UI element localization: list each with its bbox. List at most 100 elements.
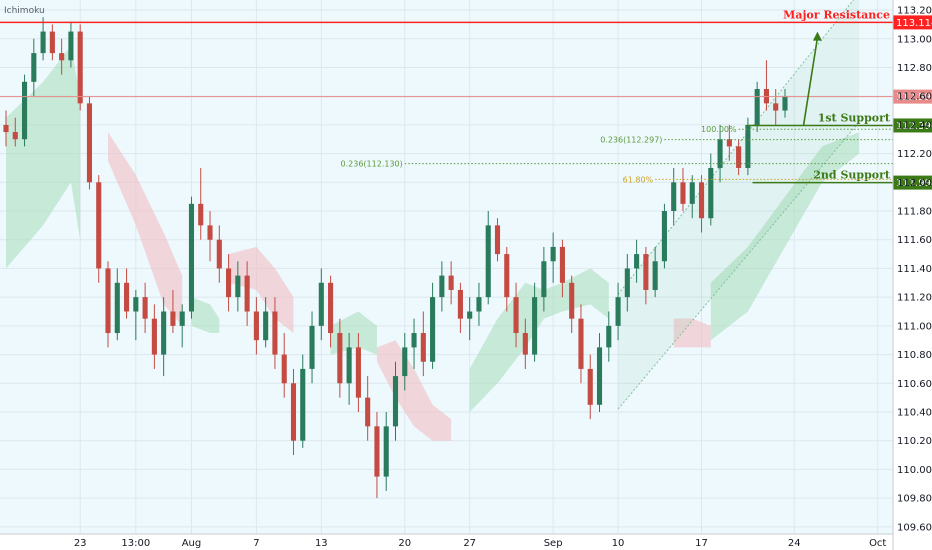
candle-body — [59, 53, 65, 61]
candle-body — [634, 254, 640, 269]
time-tick-label: 27 — [463, 538, 476, 549]
projection-arrow — [802, 31, 822, 126]
arrow-shaft — [802, 37, 819, 126]
time-tick-label: 24 — [788, 538, 801, 549]
price-axis[interactable]: 113.200 113.000 112.800 112.600 112.400 112.2… — [892, 0, 932, 550]
candle-body — [216, 239, 222, 269]
fib-label: 100.00% — [701, 125, 737, 134]
candle-body — [142, 297, 148, 319]
candle-body — [661, 211, 667, 262]
candle-body — [476, 297, 482, 312]
candle-body — [587, 368, 593, 405]
candle-body — [504, 254, 510, 298]
candle-body — [96, 182, 102, 269]
candle-body — [689, 182, 695, 204]
cloud-segment — [108, 132, 183, 326]
candle-body — [745, 124, 751, 168]
candle-body — [402, 347, 408, 377]
time-tick-label: 23 — [74, 538, 87, 549]
first-support-tag-label: 112.396 — [896, 121, 932, 132]
candle-body — [383, 426, 389, 477]
candle-body — [532, 297, 538, 355]
candle-body — [467, 311, 473, 319]
indicator-label[interactable]: Ichimoku — [4, 6, 45, 16]
candle-body — [606, 325, 612, 348]
time-tick-label: 13:00 — [121, 538, 150, 549]
candle-body — [31, 53, 37, 82]
candle-body — [207, 225, 213, 240]
second-support-tag — [893, 175, 932, 190]
cloud-segment — [191, 297, 220, 334]
first-support-tag — [893, 118, 932, 133]
candle-body — [188, 203, 195, 312]
fib-label: 0.236(112.130) — [341, 160, 403, 169]
candle-body — [49, 31, 55, 54]
candle-body — [3, 124, 9, 133]
candle-body — [68, 31, 74, 61]
candle-body — [244, 275, 250, 312]
arrow-head — [812, 31, 822, 41]
current-price-tag — [893, 89, 932, 104]
candle-body — [754, 89, 760, 125]
candle-body — [411, 333, 417, 348]
candle-body — [105, 268, 111, 334]
candle-body — [337, 333, 343, 384]
time-tick-label: 7 — [253, 538, 259, 549]
candle-body — [114, 282, 120, 334]
candle-body — [133, 297, 139, 312]
candle-body — [698, 182, 705, 219]
candle-body — [550, 246, 556, 262]
price-tick-label: 112.800 — [897, 63, 932, 74]
candle-body — [457, 289, 463, 319]
candle-body — [179, 311, 185, 326]
candle-body — [12, 132, 18, 140]
candle-body — [77, 31, 83, 104]
price-tick-label: 109.600 — [897, 522, 932, 533]
fibonacci-lines: 100.00% 0.236(112.297) 0.236(112.130) 61.80… — [341, 125, 893, 184]
candle-body — [21, 81, 28, 140]
candle-body — [124, 282, 130, 312]
candle-body — [420, 333, 426, 362]
candle-body — [263, 311, 269, 341]
candle-body — [392, 376, 399, 427]
candle-body — [615, 297, 621, 326]
candle-body — [328, 282, 334, 334]
price-tick-label: 112.200 — [897, 149, 932, 160]
candle-body — [226, 268, 232, 298]
second-support-label: 2nd Support — [813, 169, 891, 182]
price-tick-label: 109.800 — [897, 494, 932, 505]
candle-body — [365, 397, 371, 427]
time-axis[interactable]: 23 13:00 Aug 7 13 20 27 Sep 10 17 24 Oct — [0, 533, 893, 549]
candle-body — [318, 282, 324, 326]
price-tick-label: 112.400 — [897, 120, 932, 131]
candle-body — [578, 318, 584, 369]
price-tick-label: 110.000 — [897, 465, 932, 476]
candle-body — [86, 103, 93, 183]
channel-lower-line — [617, 121, 860, 410]
price-levels: 113.114 Major Resistance 112.597 112.396 1st… — [0, 8, 932, 190]
price-tick-label: 113.000 — [897, 34, 932, 45]
price-tick-label: 110.600 — [897, 379, 932, 390]
candle-body — [439, 275, 445, 298]
candle-body — [355, 347, 361, 398]
fib-label: 61.80% — [623, 175, 654, 184]
candle-body — [541, 261, 547, 298]
price-tick-label: 111.000 — [897, 321, 932, 332]
candle-body — [170, 311, 176, 326]
candle-body — [198, 203, 204, 226]
candle-body — [624, 268, 630, 298]
channel-fill — [618, 0, 860, 410]
time-tick-label: Oct — [869, 538, 886, 549]
candle-body — [652, 261, 658, 290]
cloud-segment — [710, 132, 860, 341]
candle-body — [671, 182, 677, 212]
price-tick-label: 111.800 — [897, 207, 932, 218]
time-tick-label: 10 — [612, 538, 625, 549]
candle-body — [374, 426, 380, 477]
candle-body — [717, 139, 723, 168]
candle-body — [782, 96, 788, 111]
candle-body — [773, 103, 779, 111]
candle-body — [253, 311, 259, 341]
candle-body — [300, 368, 306, 441]
